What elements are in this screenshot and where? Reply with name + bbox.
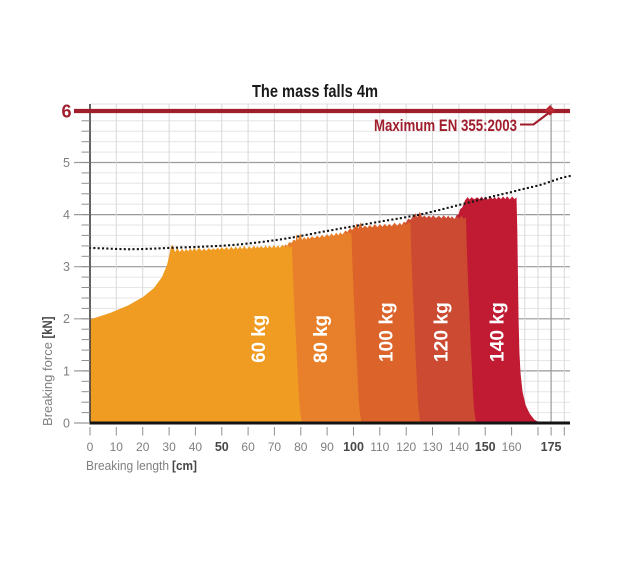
svg-text:175: 175 [541,440,562,454]
svg-text:140: 140 [449,440,469,454]
svg-text:[kN]: [kN] [40,317,55,339]
svg-text:30: 30 [162,440,176,454]
svg-text:50: 50 [215,440,229,454]
svg-text:80 kg: 80 kg [311,315,332,363]
svg-text:100: 100 [343,440,364,454]
svg-text:Breaking force: Breaking force [40,342,55,426]
svg-text:0: 0 [87,440,94,454]
svg-text:5: 5 [63,156,70,170]
svg-text:70: 70 [268,440,282,454]
svg-text:110: 110 [370,440,389,454]
svg-text:1: 1 [63,364,70,378]
svg-text:The mass falls 4m: The mass falls 4m [252,81,378,101]
svg-text:60: 60 [241,440,255,454]
svg-text:3: 3 [63,260,70,274]
svg-text:40: 40 [189,440,203,454]
svg-text:100 kg: 100 kg [377,302,398,362]
svg-text:90: 90 [320,440,334,454]
svg-text:2: 2 [63,312,70,326]
svg-text:60 kg: 60 kg [249,315,270,363]
svg-text:150: 150 [475,440,496,454]
svg-text:120 kg: 120 kg [432,302,453,362]
svg-text:160: 160 [502,440,522,454]
svg-text:20: 20 [136,440,150,454]
svg-text:Breaking length: Breaking length [86,458,169,473]
svg-text:0: 0 [63,416,70,430]
svg-text:80: 80 [294,440,308,454]
svg-text:Maximum EN 355:2003: Maximum EN 355:2003 [374,117,517,135]
svg-text:10: 10 [110,440,124,454]
svg-text:4: 4 [63,208,70,222]
svg-text:130: 130 [422,440,442,454]
svg-text:6: 6 [61,102,71,122]
svg-text:120: 120 [396,440,416,454]
svg-text:[cm]: [cm] [172,458,197,473]
svg-text:140 kg: 140 kg [487,302,508,362]
